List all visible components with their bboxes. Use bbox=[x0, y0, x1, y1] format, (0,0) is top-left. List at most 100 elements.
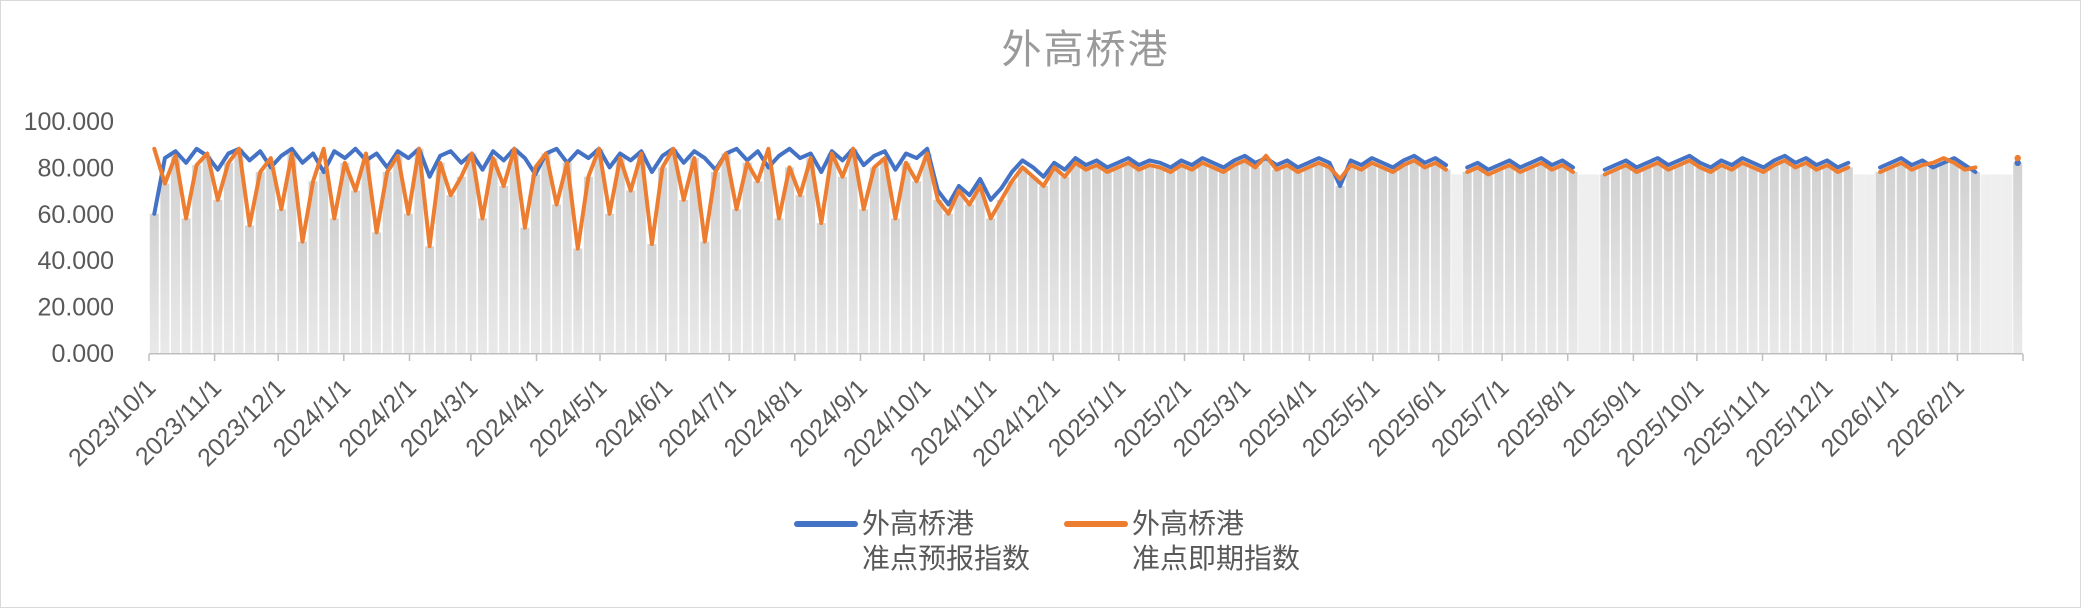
background-bar bbox=[933, 199, 943, 353]
background-bar bbox=[1886, 167, 1896, 353]
background-bar bbox=[213, 199, 223, 353]
background-bar bbox=[965, 204, 974, 353]
background-bar bbox=[351, 190, 360, 353]
legend-label-line1: 外高桥港 bbox=[862, 508, 975, 539]
background-bar bbox=[1663, 169, 1673, 353]
background-bar bbox=[700, 241, 710, 353]
background-bar bbox=[1473, 167, 1483, 353]
background-bar bbox=[1018, 167, 1027, 353]
background-bar bbox=[1303, 167, 1313, 353]
background-bar bbox=[488, 158, 498, 353]
background-bar bbox=[1632, 172, 1642, 353]
y-axis-label: 0.000 bbox=[51, 340, 114, 368]
background-bar bbox=[329, 218, 339, 353]
background-bar bbox=[467, 153, 477, 353]
background-bar bbox=[1515, 172, 1525, 353]
background-bar bbox=[742, 162, 752, 353]
background-bar bbox=[1600, 174, 1610, 353]
background-bar bbox=[478, 218, 487, 353]
background-bar bbox=[435, 162, 445, 353]
missing-data-band bbox=[1991, 174, 2002, 353]
y-axis-label: 80.000 bbox=[38, 154, 114, 182]
background-bar bbox=[986, 218, 996, 353]
background-bar bbox=[1049, 167, 1059, 353]
background-bar bbox=[425, 246, 435, 353]
chart-title: 外高桥港 bbox=[1001, 28, 1170, 72]
legend-label-spot: 外高桥港 准点即期指数 bbox=[1132, 506, 1300, 576]
missing-data-band bbox=[2001, 174, 2013, 353]
background-bar bbox=[1833, 172, 1843, 353]
background-bar bbox=[1780, 160, 1790, 353]
background-bar bbox=[859, 209, 869, 353]
background-bar bbox=[414, 148, 424, 353]
background-bar bbox=[319, 172, 329, 353]
background-bar bbox=[1812, 169, 1821, 353]
background-bar bbox=[255, 172, 265, 353]
background-bar bbox=[509, 148, 519, 353]
background-bar bbox=[1748, 167, 1758, 353]
background-bar bbox=[1801, 162, 1811, 353]
chart-legend: 外高桥港准点预报指数 外高桥港 准点即期指数 bbox=[1, 506, 2081, 596]
background-bar bbox=[541, 153, 551, 353]
series-line-1 bbox=[1878, 156, 1978, 174]
background-bar bbox=[1759, 172, 1769, 353]
background-bar bbox=[1335, 186, 1345, 353]
background-bar bbox=[1145, 165, 1154, 353]
missing-data-band bbox=[1588, 174, 1600, 353]
background-bar bbox=[1494, 169, 1504, 353]
background-bar bbox=[382, 172, 392, 353]
legend-line-swatch-spot bbox=[1064, 521, 1128, 527]
background-bar bbox=[1907, 169, 1917, 353]
background-bar bbox=[880, 158, 890, 353]
background-bar bbox=[1685, 160, 1694, 353]
background-bar bbox=[732, 209, 742, 353]
background-bar bbox=[838, 176, 847, 353]
background-bar bbox=[499, 186, 509, 353]
background-bar bbox=[1399, 165, 1409, 353]
background-bar bbox=[1526, 167, 1536, 353]
background-bar bbox=[1822, 165, 1832, 353]
y-axis-label: 20.000 bbox=[38, 294, 114, 322]
background-bar bbox=[1123, 162, 1133, 353]
background-bar bbox=[679, 199, 689, 353]
legend-label-line1: 外高桥港 bbox=[1132, 508, 1245, 539]
background-bar bbox=[1092, 165, 1102, 353]
background-bar bbox=[361, 160, 371, 353]
background-bar bbox=[562, 162, 572, 353]
background-bar bbox=[901, 162, 911, 353]
series-point-0 bbox=[2014, 159, 2021, 166]
background-bar bbox=[1166, 172, 1176, 353]
background-bar bbox=[223, 162, 233, 353]
missing-data-band bbox=[1578, 174, 1589, 353]
background-bar bbox=[1960, 169, 1970, 353]
background-bar bbox=[1314, 162, 1324, 353]
background-bar bbox=[1113, 167, 1123, 353]
background-bar bbox=[1737, 162, 1747, 353]
background-bar bbox=[1261, 158, 1271, 353]
background-bar bbox=[171, 155, 180, 353]
background-bar bbox=[954, 190, 964, 353]
background-bar bbox=[308, 181, 318, 353]
background-bar bbox=[1505, 165, 1514, 353]
background-bar bbox=[922, 153, 932, 353]
background-bar bbox=[1409, 160, 1419, 353]
background-bar bbox=[816, 223, 826, 353]
background-bar bbox=[1187, 169, 1197, 353]
y-axis-label: 40.000 bbox=[38, 247, 114, 275]
legend-item-spot-index: 外高桥港 准点即期指数 bbox=[1064, 506, 1300, 576]
background-bar bbox=[1219, 172, 1229, 353]
background-bar bbox=[626, 190, 636, 353]
missing-data-band bbox=[1980, 174, 1992, 353]
background-bar bbox=[753, 181, 763, 353]
background-bar bbox=[848, 148, 858, 353]
background-bar bbox=[1176, 165, 1186, 353]
background-bar bbox=[1293, 172, 1303, 353]
background-bar bbox=[403, 213, 413, 353]
background-bar bbox=[1007, 181, 1017, 353]
background-bar bbox=[668, 148, 678, 353]
legend-label-line2: 准点预报指数 bbox=[862, 543, 1031, 574]
background-bar bbox=[1102, 172, 1112, 353]
background-bar bbox=[806, 158, 816, 353]
background-bar bbox=[795, 195, 805, 353]
background-bar bbox=[583, 176, 593, 353]
